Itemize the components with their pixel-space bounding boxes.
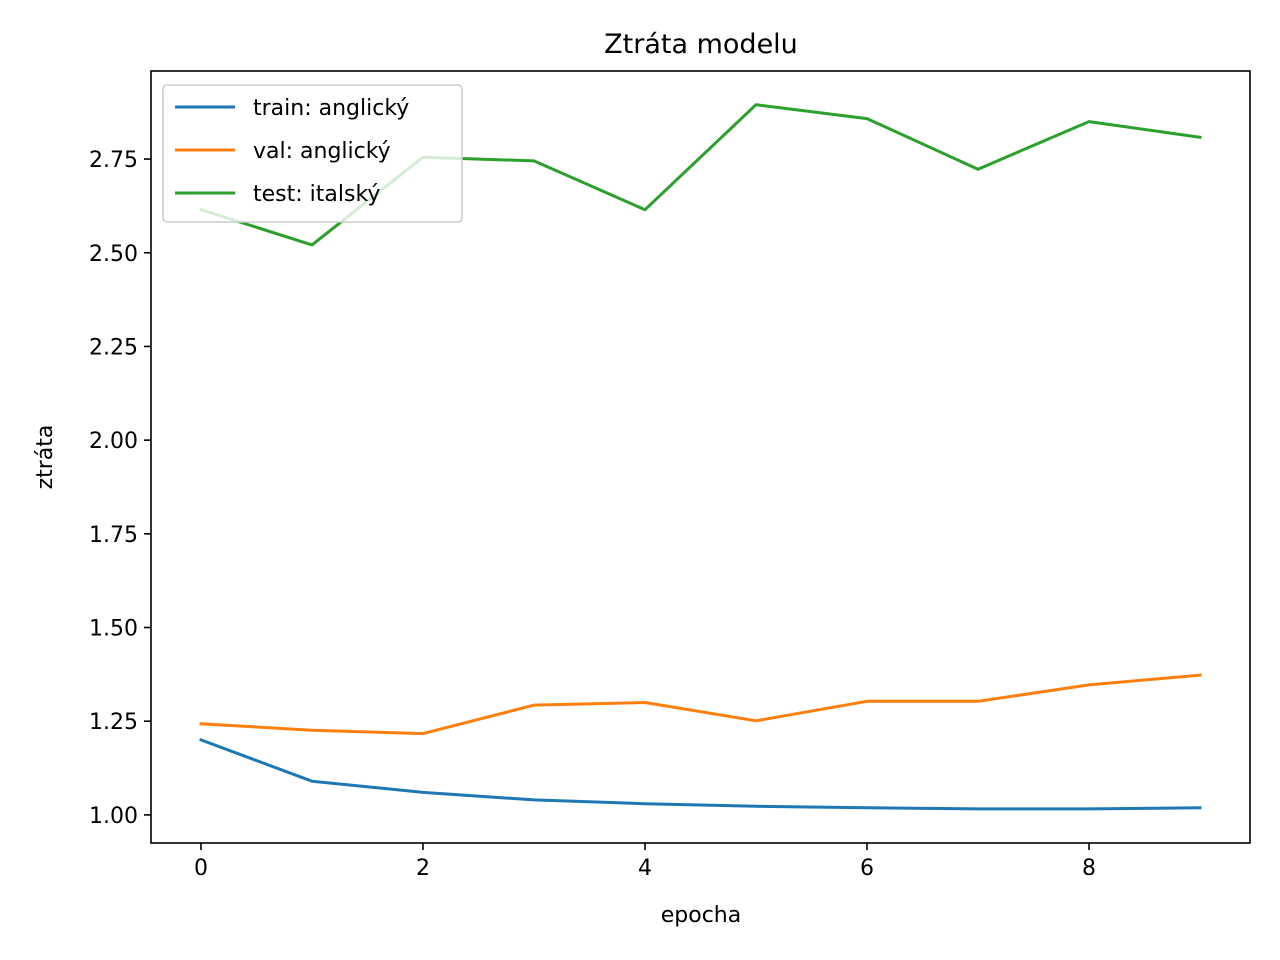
y-tick-label: 2.00	[89, 429, 138, 454]
x-tick-label: 8	[1082, 856, 1096, 881]
y-tick-label: 1.75	[89, 523, 138, 548]
y-tick-label: 1.50	[89, 617, 138, 642]
x-tick-label: 0	[194, 856, 208, 881]
legend: train: anglický val: anglický test: italsk…	[162, 84, 463, 223]
y-axis: 1.00 1.25 1.50 1.75 2.00 2.25 2.50 2.75	[89, 148, 151, 829]
y-tick-label: 2.50	[89, 242, 138, 267]
legend-items: train: anglický val: anglický test: italsk…	[175, 96, 409, 207]
y-tick-label: 2.75	[89, 148, 138, 173]
x-tick-label: 4	[638, 856, 652, 881]
x-tick-label: 6	[860, 856, 874, 881]
legend-label-1: val: anglický	[253, 139, 391, 164]
chart-title: Ztráta modelu	[604, 29, 798, 60]
y-tick-label: 2.25	[89, 335, 138, 360]
y-tick-label: 1.25	[89, 710, 138, 735]
x-axis: 0 2 4 6 8	[194, 843, 1096, 881]
legend-box	[162, 84, 463, 223]
y-axis-label: ztráta	[33, 425, 58, 490]
x-tick-label: 2	[416, 856, 430, 881]
series-line-0	[199, 737, 1202, 811]
y-tick-label: 1.00	[89, 804, 138, 829]
legend-label-0: train: anglický	[253, 96, 409, 121]
series-line-1	[199, 673, 1202, 736]
plot-frame	[150, 70, 1251, 844]
legend-label-2: test: italský	[253, 182, 380, 207]
x-axis-label: epocha	[661, 903, 741, 928]
